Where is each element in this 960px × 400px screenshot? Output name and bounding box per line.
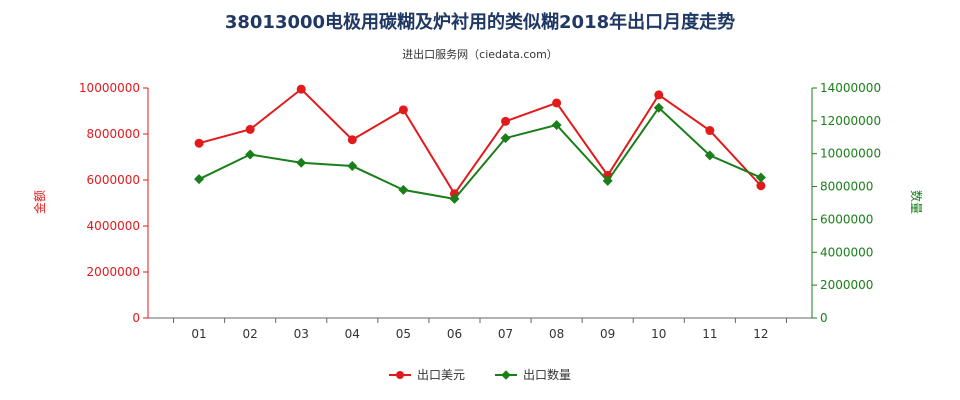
y-axis-label-left: 金额: [32, 190, 47, 214]
y-left-tick-label: 4000000: [87, 219, 140, 233]
data-point-1: [704, 150, 715, 161]
data-point-1: [398, 184, 409, 195]
x-tick-label: 11: [702, 327, 717, 341]
y-right-tick-label: 2000000: [820, 278, 873, 292]
y-left-tick-label: 8000000: [87, 127, 140, 141]
legend-label-usd: 出口美元: [416, 368, 465, 382]
x-tick-label: 02: [243, 327, 258, 341]
data-point-0: [552, 98, 562, 108]
data-point-0: [705, 126, 715, 136]
x-tick-label: 08: [549, 327, 564, 341]
y-left-tick-label: 0: [132, 311, 140, 325]
left-axis-ticks: 0 2000000 4000000 6000000 8000000 10000000: [79, 81, 148, 325]
data-point-1: [194, 174, 205, 185]
y-right-tick-label: 8000000: [820, 180, 873, 194]
y-left-tick-label: 6000000: [87, 173, 140, 187]
x-tick-label: 04: [345, 327, 360, 341]
y-left-tick-label: 2000000: [87, 265, 140, 279]
x-tick-label: 06: [447, 327, 462, 341]
axes-group: [147, 88, 813, 319]
y-right-tick-label: 0: [820, 311, 828, 325]
data-point-1: [653, 102, 664, 113]
legend-item-usd[interactable]: 出口美元: [388, 366, 465, 383]
data-point-0: [398, 105, 408, 115]
legend: 出口美元 出口数量: [0, 366, 960, 383]
data-point-0: [654, 90, 664, 100]
chart-subtitle: 进出口服务网（ciedata.com）: [402, 48, 558, 61]
legend-swatch-quantity: [495, 369, 517, 381]
chart-title: 38013000电极用碳糊及炉衬用的类似糊2018年出口月度走势: [224, 12, 736, 33]
data-point-0: [194, 138, 204, 148]
x-tick-label: 10: [651, 327, 666, 341]
series-line-0: [198, 87, 762, 196]
data-point-0: [501, 116, 511, 126]
legend-item-quantity[interactable]: 出口数量: [495, 366, 571, 383]
data-point-1: [347, 161, 358, 172]
x-tick-label: 01: [191, 327, 206, 341]
x-tick-label: 03: [294, 327, 309, 341]
data-point-1: [245, 149, 256, 160]
data-point-1: [296, 157, 307, 168]
x-tick-label: 12: [753, 327, 768, 341]
legend-label-quantity: 出口数量: [523, 368, 572, 382]
x-tick-label: 07: [498, 327, 513, 341]
data-point-0: [245, 124, 255, 134]
y-left-tick-label: 10000000: [79, 81, 140, 95]
data-point-0: [756, 181, 766, 191]
series-line-1: [198, 106, 762, 200]
data-point-1: [449, 193, 460, 204]
data-point-1: [500, 133, 511, 144]
data-point-0: [296, 84, 306, 94]
y-right-tick-label: 14000000: [820, 81, 881, 95]
data-point-0: [347, 135, 357, 145]
x-axis-ticks: 01 02 03 04 05 06 07 08 09 10 11 12: [173, 318, 787, 341]
y-axis-label-right: 数量: [909, 190, 924, 214]
y-right-tick-label: 6000000: [820, 212, 873, 226]
x-tick-label: 09: [600, 327, 615, 341]
data-point-1: [602, 175, 613, 186]
legend-swatch-usd: [388, 369, 411, 381]
y-right-tick-label: 10000000: [820, 147, 881, 161]
series-group: [194, 84, 766, 204]
y-right-tick-label: 12000000: [820, 114, 881, 128]
data-point-1: [551, 119, 562, 130]
y-right-tick-label: 4000000: [820, 245, 873, 259]
x-tick-label: 05: [396, 327, 411, 341]
right-axis-ticks: 0 2000000 4000000 6000000 8000000 10000000 120…: [812, 81, 881, 325]
data-point-1: [755, 172, 766, 183]
